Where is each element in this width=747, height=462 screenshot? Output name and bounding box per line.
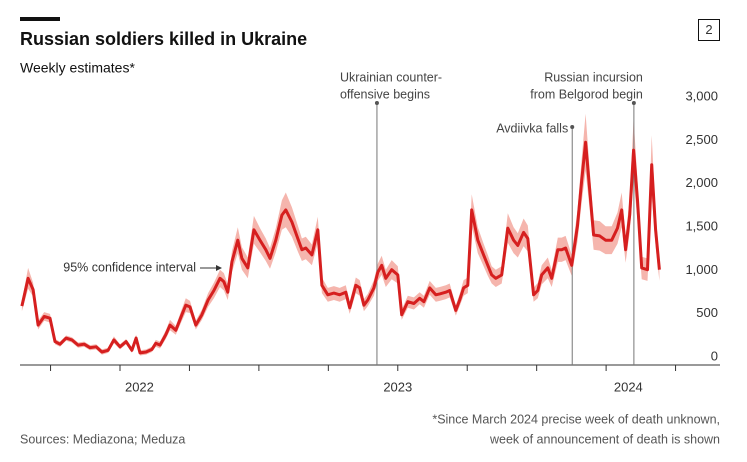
badge-box bbox=[698, 19, 720, 41]
y-tick-label: 2,500 bbox=[685, 132, 718, 147]
confidence-band bbox=[21, 113, 660, 356]
y-tick-label: 500 bbox=[696, 305, 718, 320]
header-bar bbox=[20, 17, 60, 21]
y-tick-label: 3,000 bbox=[685, 88, 718, 103]
event-dot bbox=[631, 101, 636, 105]
event-dot bbox=[374, 101, 379, 105]
y-tick-label: 1,000 bbox=[685, 262, 718, 277]
annotation: Ukrainian counter- bbox=[340, 70, 442, 84]
x-tick-label: 2024 bbox=[614, 379, 643, 394]
y-tick-label: 1,500 bbox=[685, 218, 718, 233]
event-dot bbox=[570, 125, 575, 129]
band-pointer-head bbox=[216, 265, 222, 271]
annotation: from Belgorod begin bbox=[530, 87, 643, 101]
annotation: Russian incursion bbox=[544, 70, 643, 84]
chart-subtitle: Weekly estimates* bbox=[20, 60, 135, 76]
band-label: 95% confidence interval bbox=[63, 260, 196, 274]
data-line bbox=[20, 140, 661, 355]
annotation: offensive begins bbox=[340, 87, 430, 101]
chart-title: Russian soldiers killed in Ukraine bbox=[20, 29, 307, 49]
source: Sources: Mediazona; Meduza bbox=[20, 432, 185, 446]
y-tick-label: 2,000 bbox=[685, 175, 718, 190]
badge: 2 bbox=[705, 22, 712, 37]
x-tick-label: 2023 bbox=[383, 379, 412, 394]
annotation: Avdiivka falls bbox=[496, 121, 568, 135]
x-tick-label: 2022 bbox=[125, 379, 154, 394]
footnote: week of announcement of death is shown bbox=[489, 432, 720, 446]
y-tick-label: 0 bbox=[711, 348, 718, 363]
footnote: *Since March 2024 precise week of death … bbox=[432, 412, 720, 426]
